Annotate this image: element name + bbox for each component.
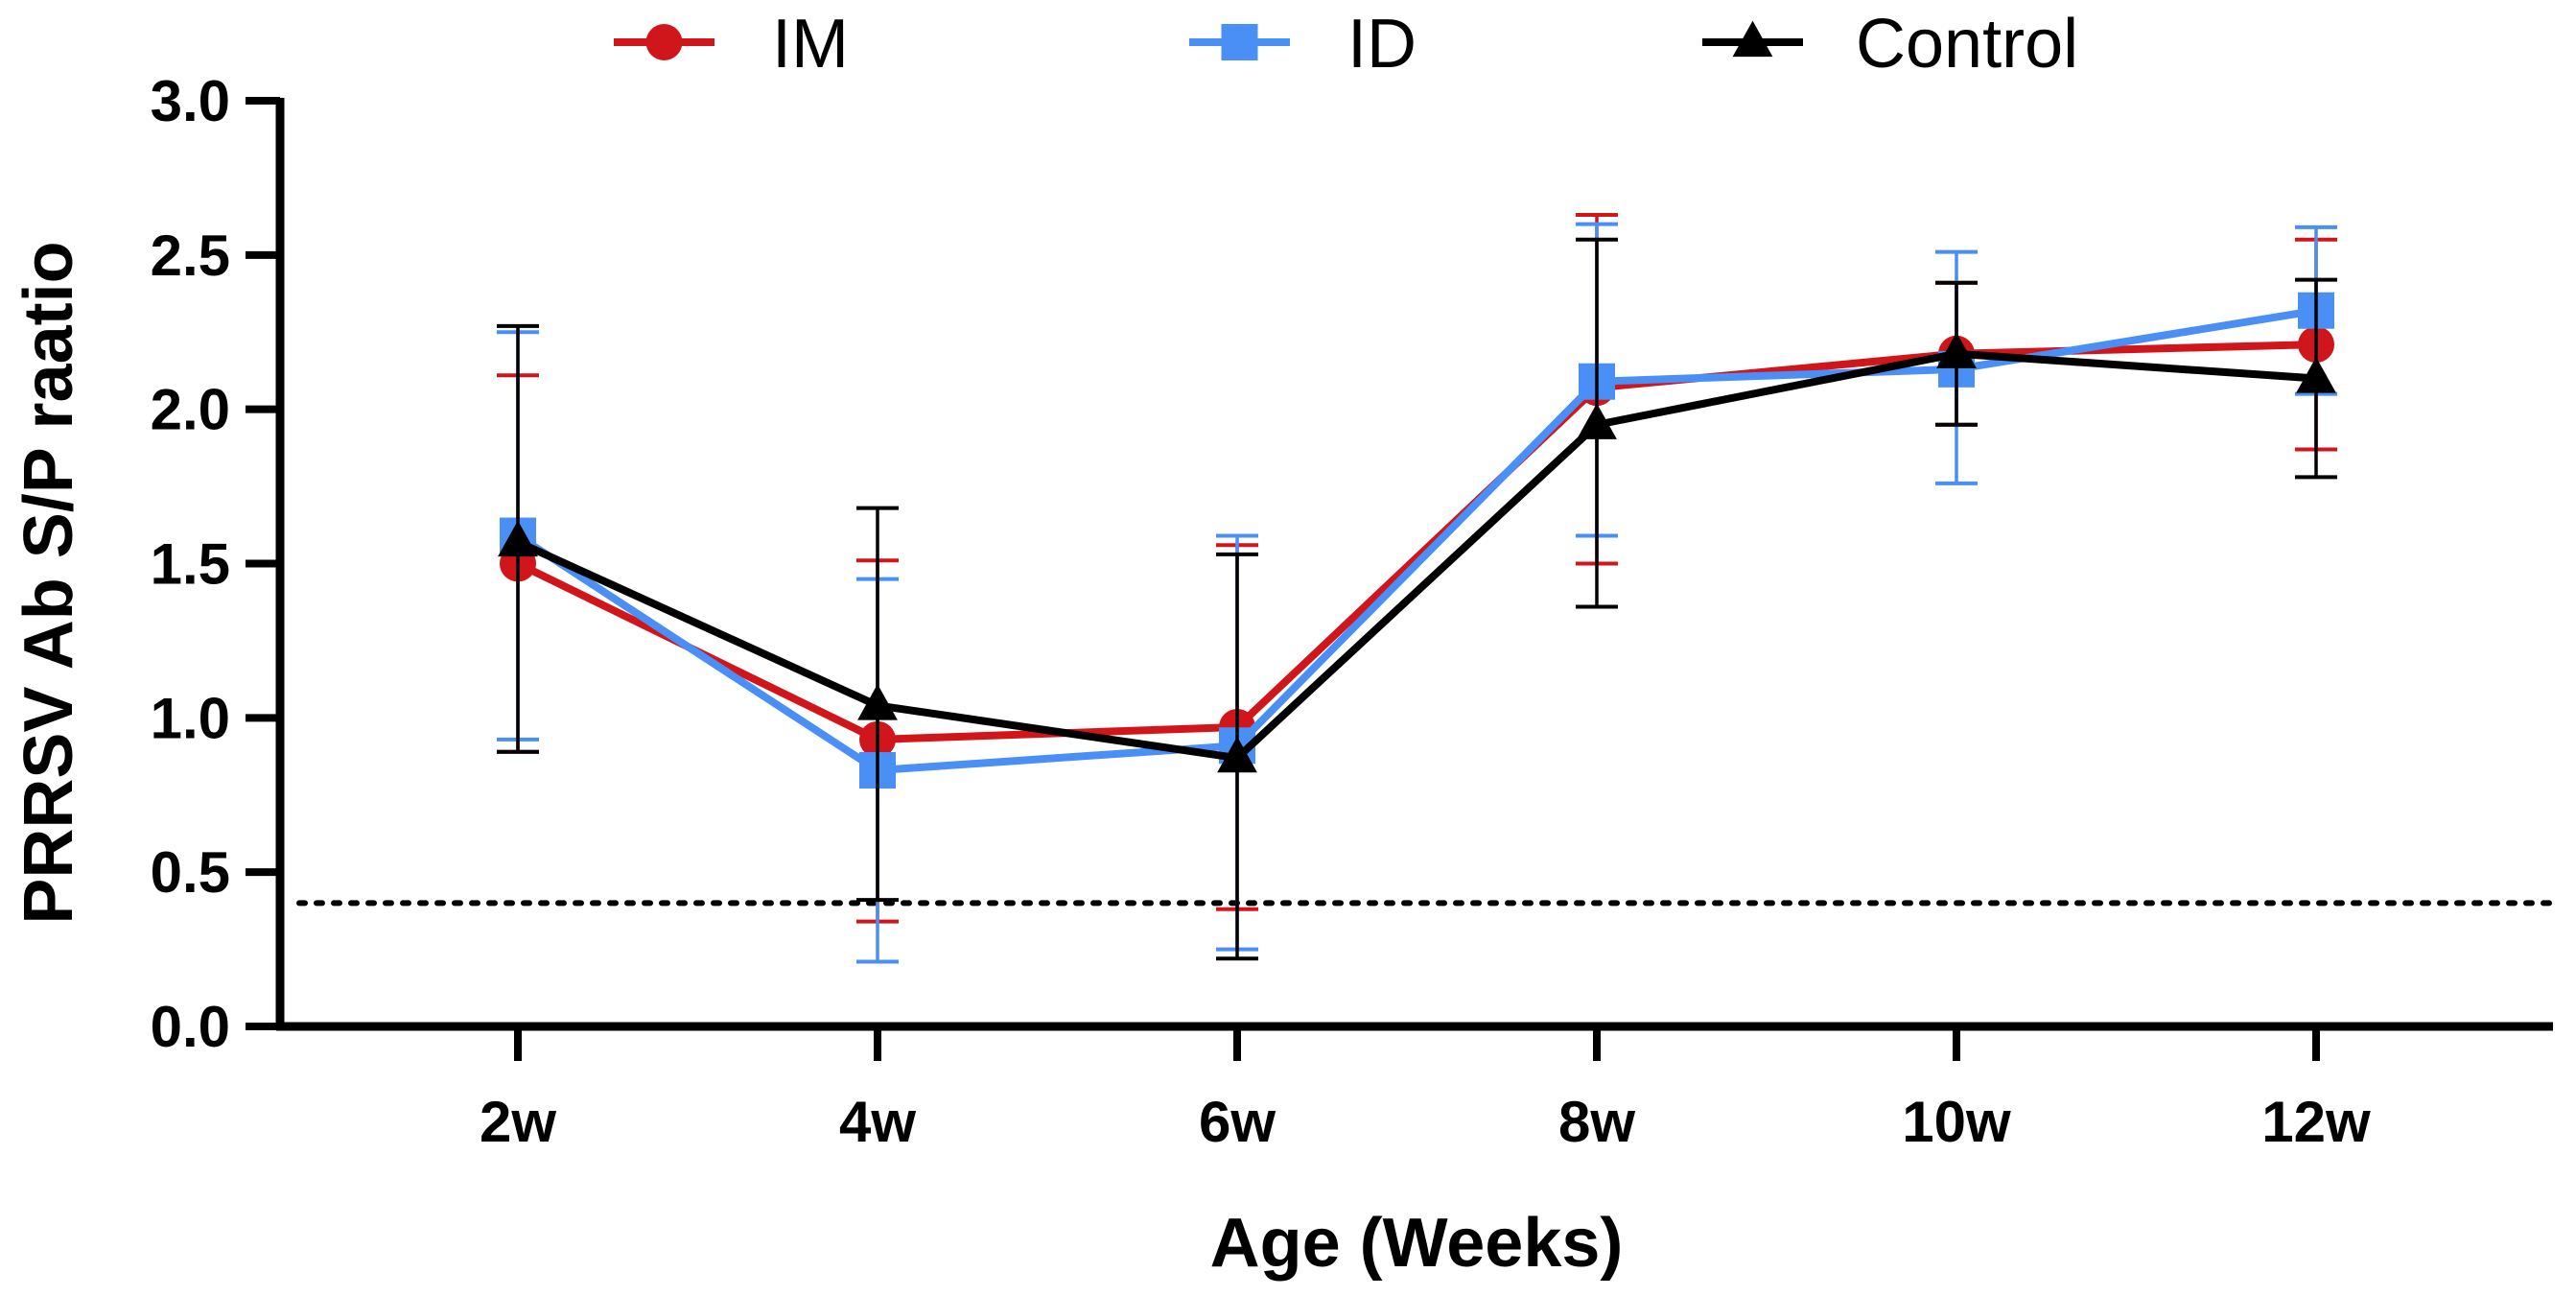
- y-tick-label: 3.0: [151, 69, 230, 133]
- data-point: [2296, 357, 2336, 393]
- x-axis-title: Age (Weeks): [1210, 1205, 1624, 1282]
- y-axis-title: PRRSV Ab S/P raatio: [11, 241, 87, 924]
- legend-label: ID: [1347, 6, 1417, 82]
- legend-marker: [1221, 24, 1258, 60]
- y-tick-label: 0.0: [151, 995, 230, 1059]
- x-tick-label: 6w: [1199, 1090, 1276, 1154]
- series-control: [497, 237, 2337, 961]
- y-tick-label: 2.0: [151, 378, 230, 442]
- series-line: [515, 306, 2317, 775]
- y-tick-label: 2.5: [151, 224, 230, 288]
- data-point: [857, 684, 898, 720]
- x-tick-label: 10w: [1902, 1090, 2011, 1154]
- data-point: [1936, 332, 1977, 368]
- legend-item-id: ID: [1189, 6, 1417, 82]
- legend-label: IM: [772, 6, 849, 82]
- legend-marker: [645, 24, 683, 60]
- x-tick-label: 12w: [2261, 1090, 2371, 1154]
- axes: 0.0 0.5 1.0 1.5 2.0 2.5 3.0 2w 4w 6w 8w 10w 12w: [151, 69, 2553, 1154]
- series-line: [516, 349, 2317, 763]
- y-tick-label: 1.0: [151, 686, 230, 750]
- x-tick-label: 8w: [1558, 1090, 1635, 1154]
- data-point: [1217, 736, 1257, 773]
- legend-marker: [1732, 20, 1773, 58]
- legend-item-im: IM: [614, 6, 849, 82]
- x-tick-label: 4w: [839, 1090, 916, 1154]
- legend: IM ID Control: [614, 6, 2078, 82]
- series-line: [516, 341, 2317, 743]
- data-point: [498, 520, 538, 557]
- legend-item-control: Control: [1702, 6, 2078, 82]
- legend-label: Control: [1856, 6, 2078, 82]
- series-layer: [497, 213, 2337, 964]
- y-tick-label: 0.5: [151, 840, 230, 905]
- data-point: [1577, 403, 1617, 439]
- x-tick-label: 2w: [480, 1090, 556, 1154]
- y-tick-label: 1.5: [151, 532, 230, 597]
